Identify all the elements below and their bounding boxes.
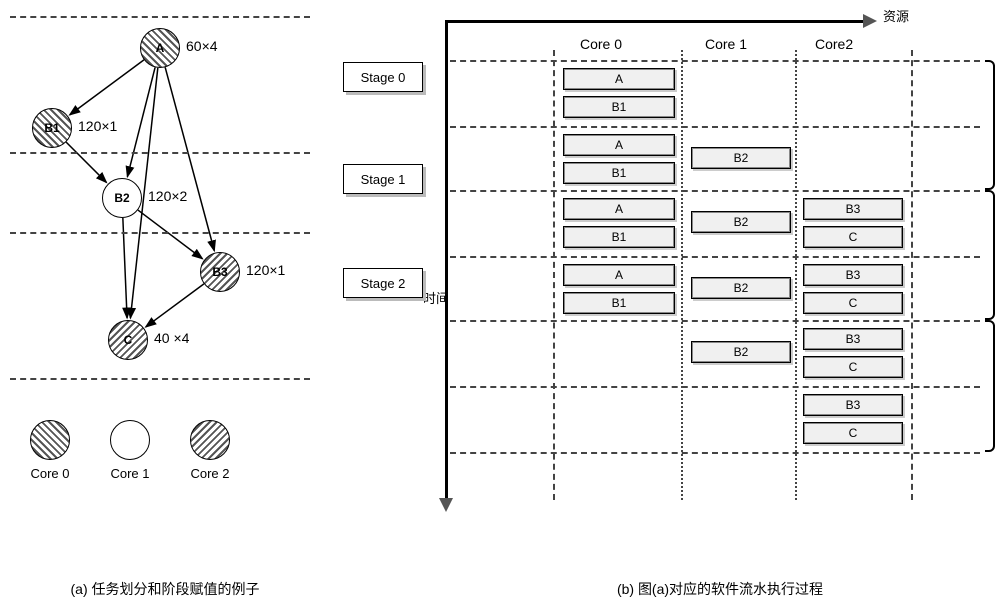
stage-box: Stage 0	[343, 62, 423, 92]
task-cell-B2: B2	[691, 211, 791, 233]
task-cell-B2: B2	[691, 147, 791, 169]
panel-task-graph: A60×4B1120×1B2120×2B3120×1C40 ×4 Core 0C…	[10, 10, 320, 540]
column-header: Core2	[815, 36, 853, 52]
task-cell-B3: B3	[803, 394, 903, 416]
stage-divider	[10, 16, 310, 18]
node-B2: B2	[102, 178, 142, 218]
node-weight-C: 40 ×4	[154, 330, 189, 346]
row-separator	[450, 452, 980, 454]
stage-box: Stage 1	[343, 164, 423, 194]
col-separator	[911, 50, 913, 500]
row-separator	[450, 320, 980, 322]
task-cell-B3: B3	[803, 264, 903, 286]
task-cell-B2: B2	[691, 341, 791, 363]
node-A: A	[140, 28, 180, 68]
legend-label: Core 1	[110, 466, 150, 481]
task-cell-C: C	[803, 292, 903, 314]
task-cell-B1: B1	[563, 292, 675, 314]
col-separator	[795, 50, 797, 500]
axis-label-y: 时间	[423, 288, 449, 307]
phase-bracket	[985, 60, 995, 190]
node-B3: B3	[200, 252, 240, 292]
column-header: Core 0	[580, 36, 622, 52]
col-separator	[553, 50, 555, 500]
row-separator	[450, 190, 980, 192]
legend-item: Core 0	[30, 420, 70, 481]
task-cell-C: C	[803, 226, 903, 248]
stage-box: Stage 2	[343, 268, 423, 298]
task-cell-B1: B1	[563, 226, 675, 248]
caption-b: (b) 图(a)对应的软件流水执行过程	[560, 579, 880, 599]
stage-divider	[10, 232, 310, 234]
node-weight-B1: 120×1	[78, 118, 117, 134]
stage-divider	[10, 378, 310, 380]
task-cell-A: A	[563, 134, 675, 156]
row-separator	[450, 256, 980, 258]
legend-circle	[190, 420, 230, 460]
caption-a: (a) 任务划分和阶段赋值的例子	[55, 579, 275, 599]
pipeline-table: Core 0Core 1Core2AB1AB1B2AB1B2B3CAB1B2B3…	[445, 20, 865, 500]
row-separator	[450, 126, 980, 128]
task-cell-A: A	[563, 198, 675, 220]
task-cell-C: C	[803, 356, 903, 378]
col-separator	[681, 50, 683, 500]
legend-label: Core 2	[190, 466, 230, 481]
legend-label: Core 0	[30, 466, 70, 481]
phase-bracket	[985, 320, 995, 452]
task-cell-A: A	[563, 68, 675, 90]
axis-label-x: 资源	[883, 6, 909, 25]
task-cell-B2: B2	[691, 277, 791, 299]
panel-pipeline: Core 0 Core 1 Core2 A B1 A B1 B2 A B1 B2 B3 C A B1 B2 B3…	[335, 10, 985, 540]
column-header: Core 1	[705, 36, 747, 52]
axis-time	[445, 20, 448, 500]
legend-item: Core 1	[110, 420, 150, 481]
axis-resource	[445, 20, 865, 23]
node-weight-A: 60×4	[186, 38, 218, 54]
task-cell-C: C	[803, 422, 903, 444]
legend-item: Core 2	[190, 420, 230, 481]
task-cell-B3: B3	[803, 328, 903, 350]
node-weight-B2: 120×2	[148, 188, 187, 204]
task-cell-A: A	[563, 264, 675, 286]
legend-circle	[110, 420, 150, 460]
task-cell-B3: B3	[803, 198, 903, 220]
node-B1: B1	[32, 108, 72, 148]
task-cell-B1: B1	[563, 162, 675, 184]
row-separator	[450, 60, 980, 62]
node-weight-B3: 120×1	[246, 262, 285, 278]
legend-circle	[30, 420, 70, 460]
node-C: C	[108, 320, 148, 360]
task-cell-B1: B1	[563, 96, 675, 118]
legend: Core 0 Core 1 Core 2	[30, 420, 230, 481]
graph-area: A 60×4 B1 120×1 B2 120×2 B3 120×1 C 40 ×4	[10, 10, 310, 380]
phase-bracket	[985, 190, 995, 320]
stage-divider	[10, 152, 310, 154]
row-separator	[450, 386, 980, 388]
